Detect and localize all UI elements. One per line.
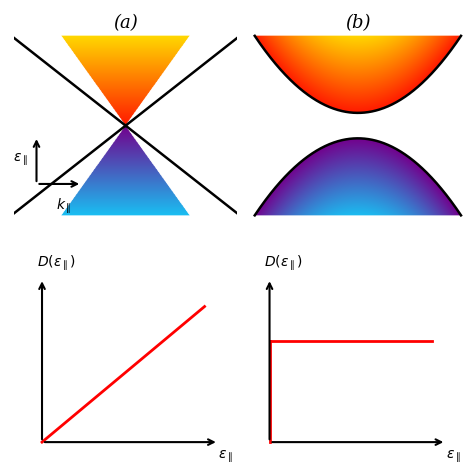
- Text: $\varepsilon_\parallel$: $\varepsilon_\parallel$: [13, 152, 28, 168]
- Text: (b): (b): [345, 14, 371, 32]
- Text: $D(\varepsilon_\parallel)$: $D(\varepsilon_\parallel)$: [264, 254, 303, 273]
- Text: $\varepsilon_\parallel$: $\varepsilon_\parallel$: [446, 449, 461, 465]
- Text: $D(\varepsilon_\parallel)$: $D(\varepsilon_\parallel)$: [36, 254, 75, 273]
- Text: $\varepsilon_\parallel$: $\varepsilon_\parallel$: [219, 449, 233, 465]
- Text: (a): (a): [113, 14, 138, 32]
- Text: $k_\parallel$: $k_\parallel$: [56, 197, 72, 216]
